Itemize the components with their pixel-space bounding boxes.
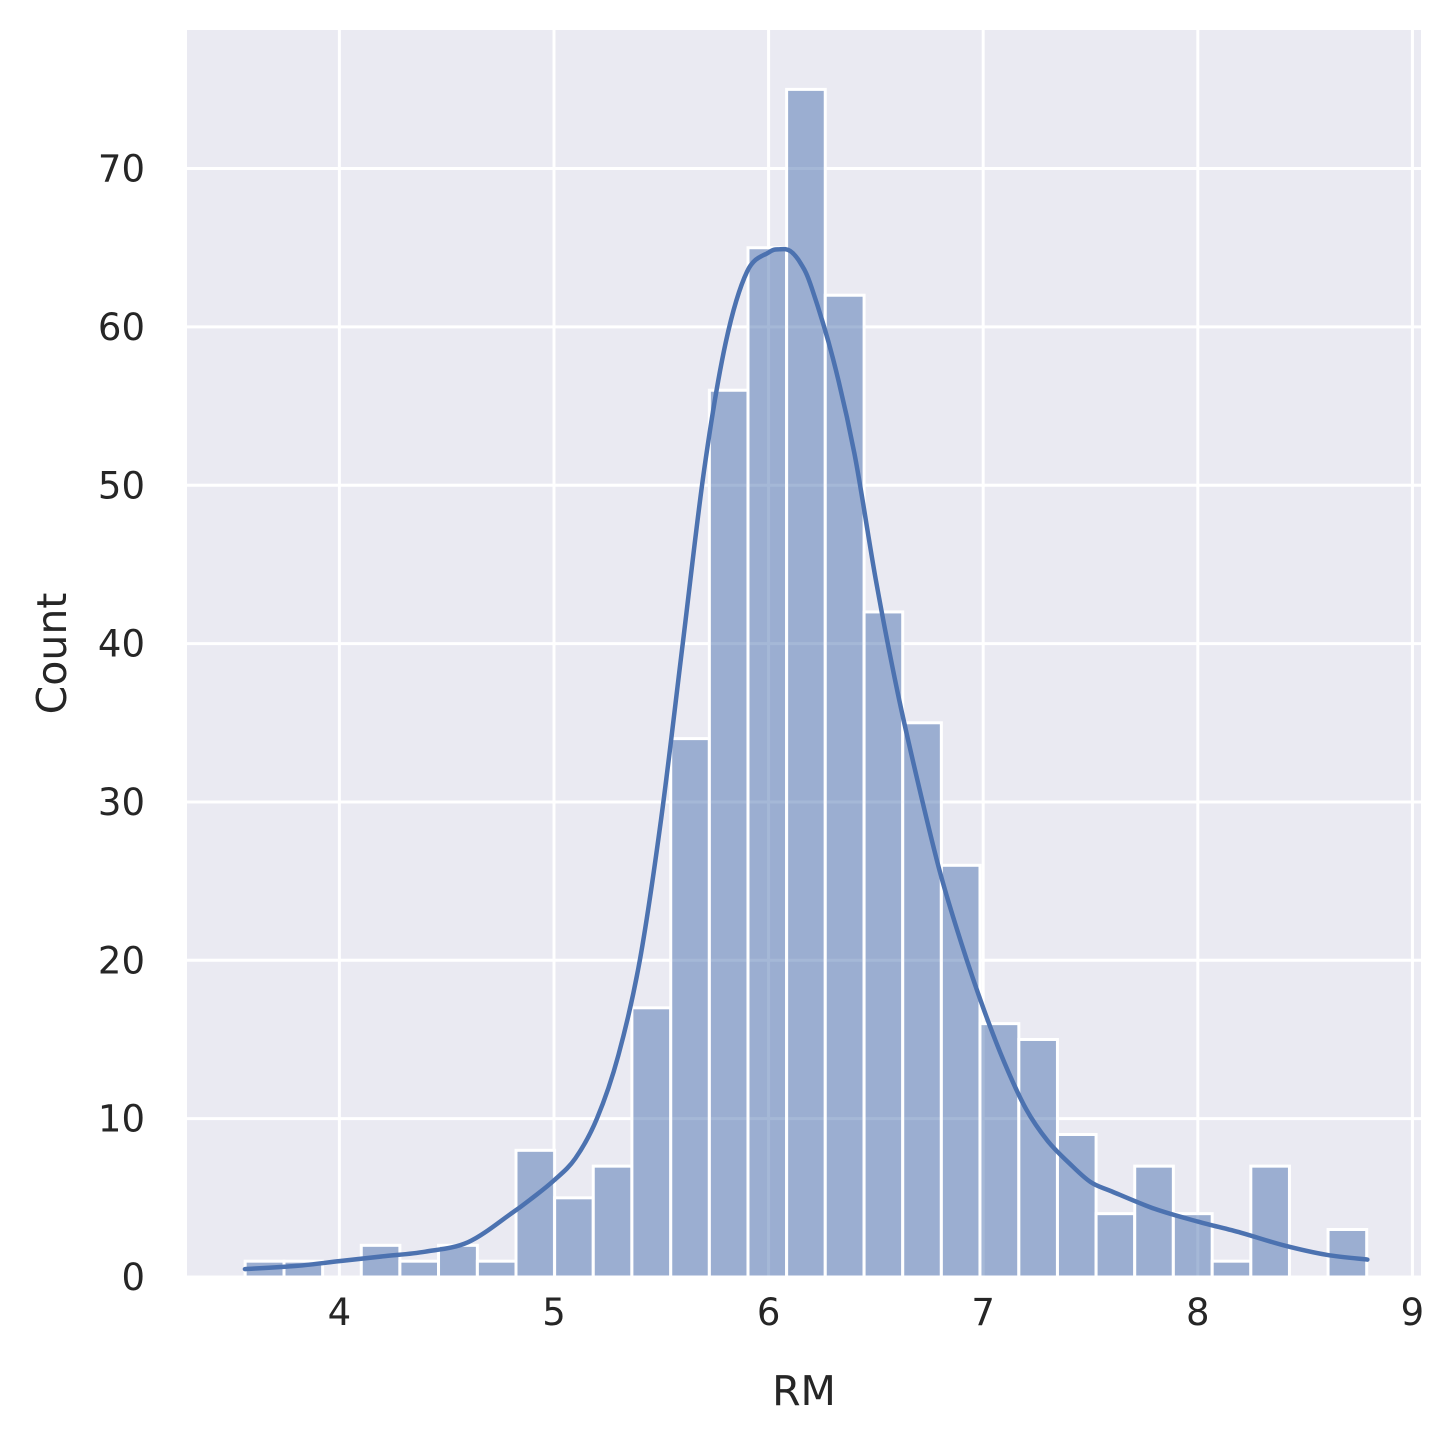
x-tick-label: 4 bbox=[328, 1291, 352, 1334]
histogram-bar bbox=[514, 1148, 557, 1279]
histogram-bar bbox=[591, 1164, 634, 1279]
histogram-bar bbox=[1017, 1037, 1059, 1279]
x-tick-label: 5 bbox=[542, 1291, 566, 1334]
x-tick-label: 7 bbox=[971, 1291, 995, 1334]
y-tick-label: 30 bbox=[98, 781, 145, 824]
y-tick-label: 70 bbox=[98, 148, 145, 191]
x-axis-label: RM bbox=[772, 1367, 836, 1415]
histogram-bar bbox=[901, 721, 943, 1279]
y-tick-label: 50 bbox=[98, 464, 145, 507]
x-tick-labels: 4 5 6 7 8 9 bbox=[328, 1291, 1425, 1334]
kde-curve-group bbox=[242, 246, 1370, 1272]
histogram-bar bbox=[939, 863, 982, 1279]
histogram-bar bbox=[862, 610, 905, 1279]
y-tick-label: 20 bbox=[98, 939, 145, 982]
histogram-bar bbox=[785, 87, 827, 1279]
histogram-bar bbox=[359, 1243, 402, 1279]
y-tick-label: 0 bbox=[121, 1256, 145, 1299]
kde-line bbox=[242, 246, 1370, 1272]
histogram-bar bbox=[475, 1259, 518, 1279]
histogram-bar bbox=[1249, 1164, 1291, 1279]
histogram-bar bbox=[1094, 1212, 1137, 1279]
x-tick-label: 9 bbox=[1401, 1291, 1425, 1334]
histogram-bar bbox=[978, 1022, 1021, 1279]
histogram-bar bbox=[553, 1196, 595, 1279]
y-tick-label: 10 bbox=[98, 1098, 145, 1141]
histogram-bar bbox=[823, 293, 866, 1279]
histogram-bar bbox=[1133, 1164, 1175, 1279]
x-tick-label: 6 bbox=[757, 1291, 781, 1334]
histogram-bar bbox=[1210, 1259, 1253, 1279]
y-tick-label: 60 bbox=[98, 306, 145, 349]
histogram-bar bbox=[707, 388, 750, 1279]
histogram-bar bbox=[669, 737, 711, 1279]
histogram-bar bbox=[630, 1006, 673, 1279]
histogram-bar bbox=[1326, 1227, 1369, 1279]
y-tick-label: 40 bbox=[98, 623, 145, 666]
histogram-bar bbox=[398, 1259, 441, 1279]
y-tick-labels: 0 10 20 30 40 50 60 70 bbox=[98, 148, 145, 1299]
x-tick-label: 8 bbox=[1186, 1291, 1210, 1334]
histogram-bar bbox=[746, 246, 789, 1279]
y-axis-label: Count bbox=[28, 593, 76, 715]
